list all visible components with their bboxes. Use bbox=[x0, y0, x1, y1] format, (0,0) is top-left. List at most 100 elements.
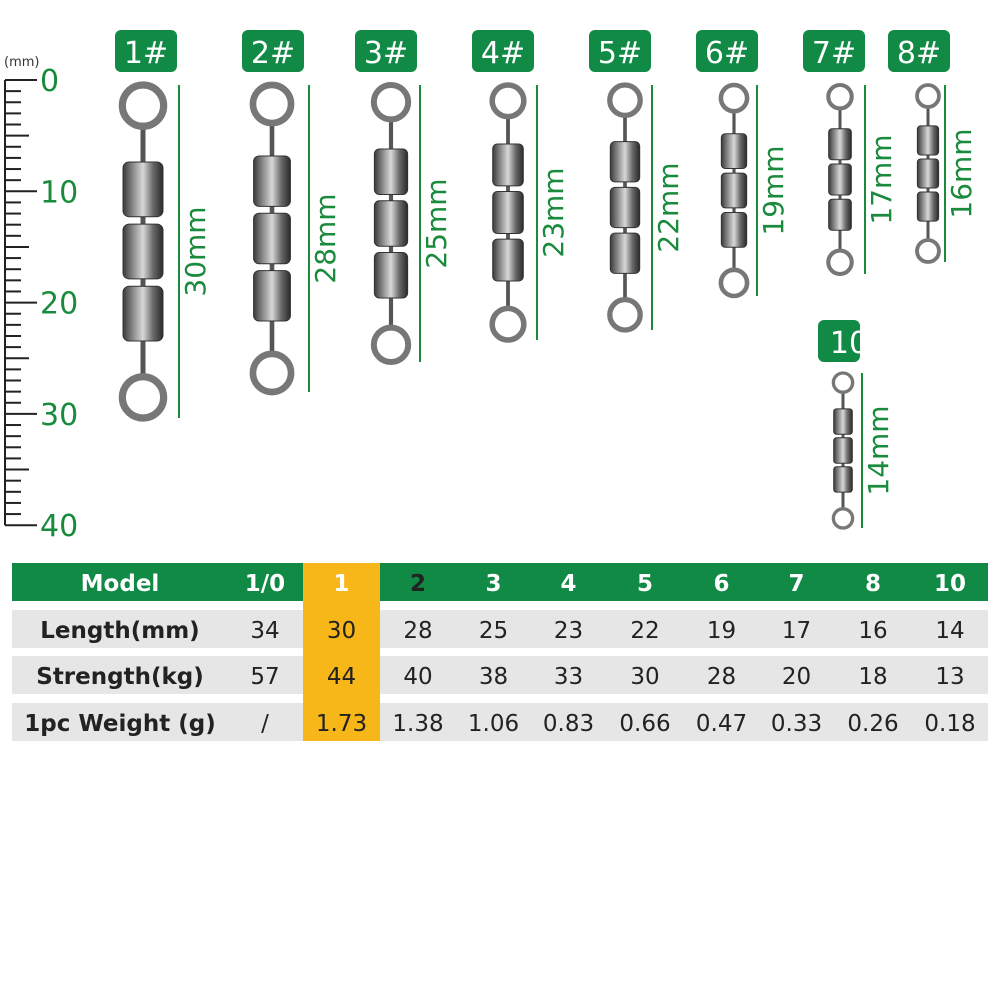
swivel-eye bbox=[826, 248, 854, 277]
length-label: 23mm bbox=[537, 167, 570, 257]
swivel-barrel bbox=[609, 232, 641, 274]
swivel-eye bbox=[718, 267, 750, 299]
size-badge-label: 6# bbox=[705, 36, 749, 71]
highlight-column bbox=[303, 563, 380, 741]
swivel-barrel bbox=[253, 270, 291, 322]
table-cell: 34 bbox=[250, 618, 279, 644]
swivel-barrel bbox=[253, 212, 291, 265]
table-cell: 20 bbox=[782, 664, 811, 690]
length-label: 28mm bbox=[309, 193, 342, 283]
swivel bbox=[118, 81, 168, 422]
table-header-cell: 1/0 bbox=[245, 571, 285, 597]
size-badge-label: 3# bbox=[364, 36, 408, 71]
swivel-barrel bbox=[828, 198, 852, 231]
swivel-barrel bbox=[916, 125, 940, 156]
swivel-barrel bbox=[253, 155, 291, 207]
swivel bbox=[370, 81, 412, 366]
table-cell: 40 bbox=[403, 664, 432, 690]
swivel-barrel bbox=[492, 143, 524, 187]
swivel-barrel bbox=[833, 437, 853, 464]
length-label: 19mm bbox=[757, 145, 790, 235]
table-row-bg bbox=[12, 703, 988, 741]
length-label: 16mm bbox=[945, 128, 978, 218]
size-badge bbox=[696, 30, 758, 72]
table-cell: 28 bbox=[403, 618, 432, 644]
swivel-barrel bbox=[833, 408, 853, 435]
length-label: 22mm bbox=[652, 162, 685, 252]
table-cell: Strength(kg) bbox=[36, 664, 204, 690]
swivel-barrel bbox=[373, 251, 409, 299]
swivel-eye bbox=[249, 350, 295, 396]
table-header-cell: 4 bbox=[560, 571, 576, 597]
table-header-cell: 2 bbox=[410, 571, 426, 597]
table-row-bg bbox=[12, 610, 988, 648]
swivel-barrel bbox=[122, 285, 164, 342]
ruler-unit: (mm) bbox=[4, 55, 39, 70]
table-cell: 38 bbox=[479, 664, 508, 690]
swivel-barrel bbox=[916, 158, 940, 189]
swivel-barrel bbox=[122, 223, 164, 280]
ruler-label: 10 bbox=[40, 175, 78, 210]
swivel-barrel bbox=[609, 141, 641, 183]
length-label: 30mm bbox=[179, 206, 212, 296]
size-badge bbox=[115, 30, 177, 72]
swivel bbox=[718, 82, 750, 299]
ruler-label: 0 bbox=[40, 64, 59, 99]
size-badge-label: 4# bbox=[481, 36, 525, 71]
swivel-eye bbox=[831, 371, 855, 394]
table-header-cell: 6 bbox=[713, 571, 729, 597]
table-cell: 28 bbox=[707, 664, 736, 690]
swivel-barrel bbox=[609, 186, 641, 229]
content: 0 10 20 30 40 1# 30mm 2# 28mm 3# 25mm 4# 23mm 5# 22mm 6… bbox=[4, 30, 988, 741]
swivel-barrel bbox=[373, 200, 409, 247]
table-cell: 22 bbox=[630, 618, 659, 644]
table-cell: 57 bbox=[250, 664, 279, 690]
swivel-eye bbox=[915, 83, 941, 109]
table-cell: 13 bbox=[935, 664, 964, 690]
table-cell: 30 bbox=[630, 664, 659, 690]
swivel-barrel bbox=[828, 128, 852, 161]
ruler-label: 20 bbox=[40, 287, 78, 322]
table-cell: 33 bbox=[554, 664, 583, 690]
swivel-barrel bbox=[373, 148, 409, 196]
table-cell: Length(mm) bbox=[40, 618, 199, 644]
swivel bbox=[915, 83, 941, 264]
swivel-eye bbox=[607, 296, 643, 333]
swivel-eye bbox=[118, 373, 168, 422]
table-cell: 23 bbox=[554, 618, 583, 644]
size-badge bbox=[242, 30, 304, 72]
table-cell: 14 bbox=[935, 618, 964, 644]
swivel-barrel bbox=[492, 191, 524, 234]
length-label: 17mm bbox=[865, 134, 898, 224]
swivel-eye bbox=[370, 81, 412, 123]
table-cell: 1.73 bbox=[316, 711, 367, 737]
table-cell: 1pc Weight (g) bbox=[24, 711, 215, 737]
table-cell: 19 bbox=[707, 618, 736, 644]
size-badge-label: 2# bbox=[251, 36, 295, 71]
swivel-eye bbox=[118, 81, 168, 130]
table-cell: 30 bbox=[327, 618, 356, 644]
swivel bbox=[489, 82, 527, 343]
size-badge-label: 5# bbox=[598, 36, 642, 71]
size-badge bbox=[472, 30, 534, 72]
size-badge-label: 1# bbox=[124, 36, 168, 71]
size-badge-label: 8# bbox=[897, 36, 941, 71]
swivel-eye bbox=[489, 82, 527, 120]
table-cell: 0.47 bbox=[696, 711, 747, 737]
table-header-cell: 7 bbox=[788, 571, 804, 597]
swivel-eye bbox=[826, 82, 854, 111]
size-badge bbox=[888, 30, 950, 72]
size-badge bbox=[355, 30, 417, 72]
swivel-eye bbox=[718, 82, 750, 114]
swivel-eye bbox=[249, 81, 295, 127]
swivel bbox=[607, 82, 643, 333]
table-cell: 1.38 bbox=[392, 711, 443, 737]
table-row-bg bbox=[12, 656, 988, 694]
length-label: 14mm bbox=[862, 405, 895, 495]
table-header-cell: 5 bbox=[637, 571, 653, 597]
table-cell: 16 bbox=[858, 618, 887, 644]
swivel bbox=[831, 371, 855, 530]
ruler-label: 30 bbox=[40, 398, 78, 433]
swivel-barrel bbox=[828, 163, 852, 196]
table-cell: 18 bbox=[858, 664, 887, 690]
